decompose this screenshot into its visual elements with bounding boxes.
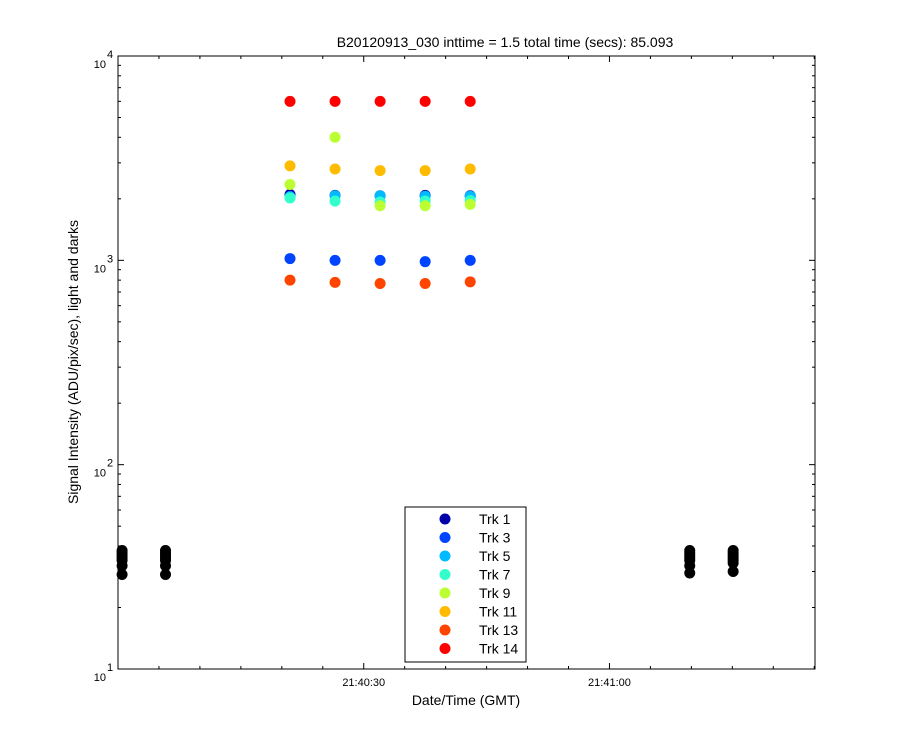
point-trk-9 bbox=[284, 179, 296, 191]
y-tick-label-base: 10 bbox=[94, 468, 106, 480]
point-trk-13 bbox=[284, 274, 296, 286]
point-trk-11 bbox=[374, 165, 386, 177]
point-trk-7 bbox=[329, 195, 341, 207]
point-trk-3 bbox=[374, 254, 386, 266]
legend-marker-trk-5 bbox=[439, 550, 451, 562]
point-trk-11 bbox=[329, 163, 341, 175]
point-trk-11 bbox=[419, 165, 431, 177]
y-tick-label-base: 10 bbox=[94, 672, 106, 684]
point-trk-11 bbox=[284, 160, 296, 172]
point-trk-7 bbox=[284, 192, 296, 204]
legend-label-trk-5: Trk 5 bbox=[479, 548, 511, 564]
point-trk-9 bbox=[329, 131, 341, 143]
point-trk-9 bbox=[374, 200, 386, 212]
legend-box bbox=[404, 506, 527, 663]
legend-label-trk-7: Trk 7 bbox=[479, 567, 511, 583]
point-trk-14 bbox=[374, 95, 386, 107]
legend-label-trk-14: Trk 14 bbox=[479, 641, 518, 657]
point-trk-3 bbox=[419, 256, 431, 268]
legend-label-trk-1: Trk 1 bbox=[479, 511, 511, 527]
x-tick-label: 21:41:00 bbox=[588, 677, 631, 689]
point-trk-14 bbox=[329, 95, 341, 107]
y-tick-label-exponent: 3 bbox=[107, 253, 113, 265]
legend-label-trk-9: Trk 9 bbox=[479, 585, 511, 601]
point-trk-14 bbox=[419, 95, 431, 107]
y-tick-label-exponent: 1 bbox=[107, 662, 113, 674]
legend-marker-trk-11 bbox=[439, 606, 451, 617]
legend-label-trk-11: Trk 11 bbox=[479, 604, 517, 620]
point-trk-11 bbox=[464, 163, 476, 175]
point-trk-3 bbox=[284, 253, 296, 265]
point-trk-9 bbox=[464, 198, 476, 210]
y-tick-label-exponent: 2 bbox=[107, 458, 113, 470]
legend-marker-trk-13 bbox=[439, 624, 451, 636]
dark-point bbox=[116, 569, 128, 581]
point-trk-13 bbox=[374, 278, 386, 290]
x-axis-label: Date/Time (GMT) bbox=[412, 692, 520, 708]
chart-title: B20120913_030 inttime = 1.5 total time (… bbox=[337, 34, 674, 50]
y-tick-label-base: 10 bbox=[94, 59, 106, 71]
dark-point bbox=[727, 545, 739, 557]
y-tick-label-exponent: 4 bbox=[107, 49, 113, 61]
dark-point bbox=[684, 545, 696, 557]
point-trk-3 bbox=[329, 254, 341, 266]
legend-marker-trk-14 bbox=[439, 643, 451, 654]
legend: Trk 1 Trk 3 Trk 5 Trk 7 Trk 9 Trk 11 Trk 13 Trk… bbox=[404, 506, 527, 663]
legend-marker-trk-9 bbox=[439, 587, 451, 599]
y-tick-label-base: 10 bbox=[94, 263, 106, 275]
point-trk-14 bbox=[284, 95, 296, 107]
point-trk-13 bbox=[419, 278, 431, 290]
y-axis-label: Signal Intensity (ADU/pix/sec), light an… bbox=[65, 220, 81, 504]
point-trk-13 bbox=[464, 276, 476, 288]
plot-area bbox=[117, 55, 816, 670]
dark-point bbox=[160, 545, 172, 557]
x-tick-label: 21:40:30 bbox=[342, 677, 385, 689]
point-trk-3 bbox=[464, 254, 476, 266]
point-trk-9 bbox=[419, 200, 431, 212]
legend-marker-trk-3 bbox=[439, 532, 451, 543]
dark-point bbox=[116, 545, 128, 557]
legend-label-trk-3: Trk 3 bbox=[479, 530, 511, 546]
data-points bbox=[116, 95, 739, 581]
point-trk-14 bbox=[464, 95, 476, 107]
dark-point bbox=[160, 569, 172, 581]
point-trk-13 bbox=[329, 276, 341, 288]
dark-point bbox=[727, 566, 739, 578]
legend-marker-trk-7 bbox=[439, 569, 451, 580]
legend-label-trk-13: Trk 13 bbox=[479, 622, 518, 638]
legend-marker-trk-1 bbox=[439, 513, 451, 525]
